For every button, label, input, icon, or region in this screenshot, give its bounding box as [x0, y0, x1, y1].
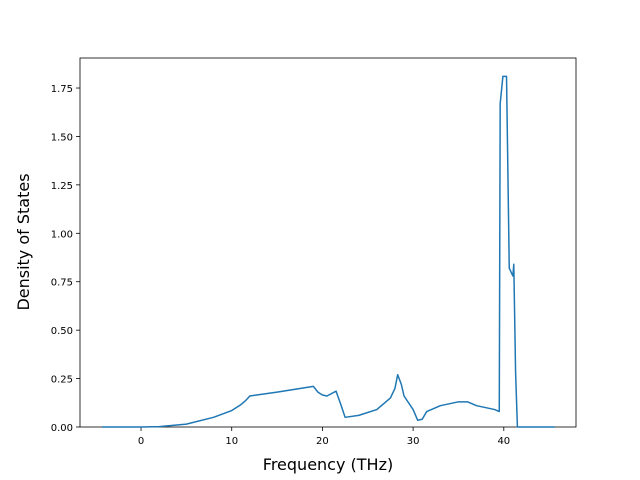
plot-frame [79, 57, 577, 428]
x-axis-label: Frequency (THz) [263, 455, 393, 474]
y-tick-label: 0.75 [51, 278, 73, 289]
y-tick-label: 0.50 [51, 326, 73, 337]
x-tick-label: 10 [225, 436, 238, 447]
y-tick-label: 1.75 [51, 84, 73, 95]
y-tick-label: 1.25 [51, 181, 73, 192]
x-tick-label: 0 [138, 436, 144, 447]
y-axis-label: Density of States [14, 173, 33, 310]
y-tick-label: 0.00 [51, 423, 73, 434]
x-tick-label: 40 [497, 436, 510, 447]
x-tick-label: 30 [407, 436, 420, 447]
data-line [102, 75, 555, 428]
y-tick-label: 0.25 [51, 375, 73, 386]
x-tick-label: 20 [316, 436, 329, 447]
y-tick-label: 1.50 [51, 132, 73, 143]
y-tick-label: 1.00 [51, 229, 73, 240]
